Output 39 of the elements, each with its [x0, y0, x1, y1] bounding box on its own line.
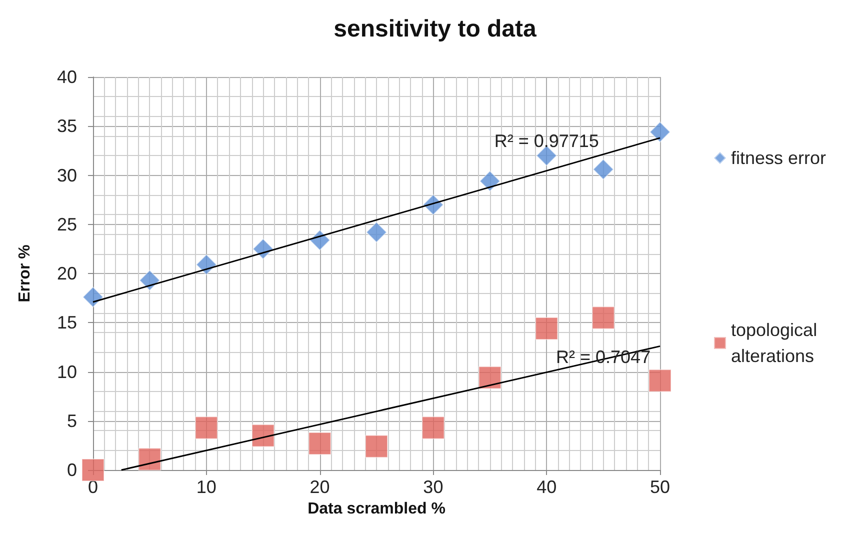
point — [592, 306, 615, 330]
point — [82, 458, 104, 482]
y-tick-label: 15 — [56, 312, 77, 333]
x-tick-label: 0 — [88, 477, 98, 497]
y-tick-label: 40 — [56, 67, 77, 87]
y-tick-label: 10 — [56, 362, 77, 382]
y-tick-label: 30 — [56, 165, 77, 186]
point — [366, 222, 387, 243]
y-tick-label: 20 — [56, 264, 77, 284]
point — [82, 286, 104, 308]
point — [139, 270, 160, 291]
point — [196, 254, 217, 276]
point — [592, 158, 614, 180]
y-axis-title: Error % — [16, 244, 34, 302]
point — [194, 416, 218, 440]
legend-label: topological alterations — [731, 320, 822, 366]
point — [648, 369, 672, 392]
point — [365, 434, 388, 458]
point — [138, 448, 162, 471]
point — [650, 122, 670, 143]
x-tick-label: 40 — [536, 477, 557, 497]
legend-label: fitness error — [731, 148, 826, 168]
point — [252, 424, 275, 448]
y-tick-label: 35 — [56, 116, 77, 136]
point — [422, 416, 445, 440]
chart-title: sensitivity to data — [334, 16, 538, 42]
x-tick-label: 50 — [650, 477, 670, 497]
y-tick-label: 5 — [66, 410, 77, 431]
x-tick-label: 30 — [423, 477, 444, 497]
point — [478, 366, 502, 390]
x-tick-label: 20 — [310, 477, 330, 497]
x-tick-label: 10 — [196, 477, 216, 497]
point — [308, 432, 332, 455]
y-tick-label: 25 — [56, 214, 77, 234]
point — [535, 317, 558, 340]
annotation: R² = 0.97715 — [494, 130, 599, 151]
y-tick-label: 0 — [66, 460, 77, 480]
x-axis-title: Data scrambled % — [308, 500, 446, 518]
point — [479, 170, 500, 192]
